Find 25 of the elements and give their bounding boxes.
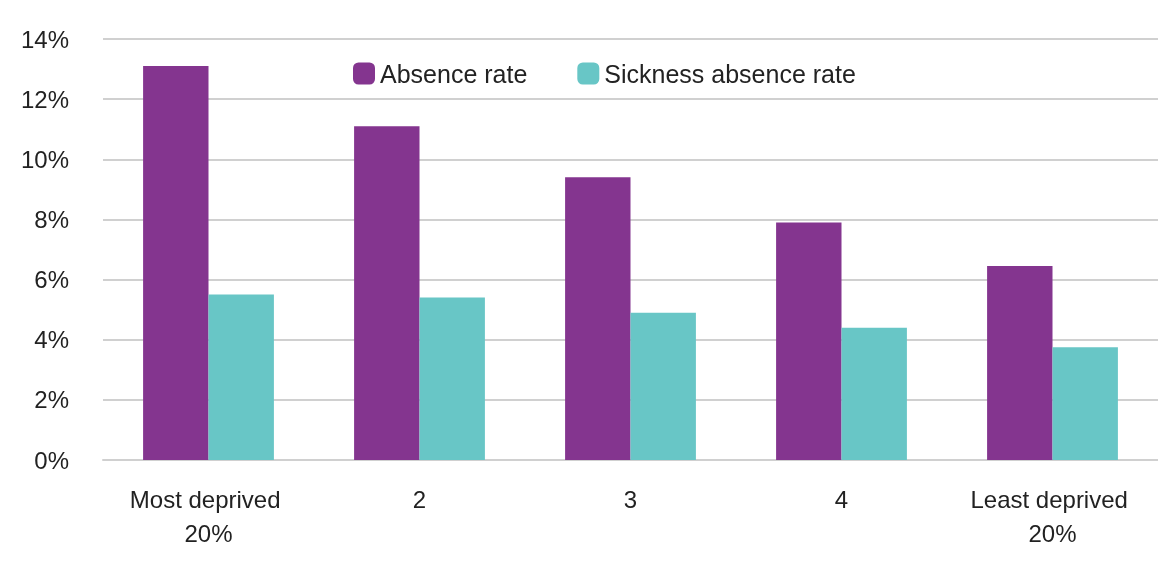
y-tick-label: 2% [34, 386, 69, 414]
x-tick-label: 4 [834, 485, 849, 513]
bar [841, 327, 907, 460]
x-tick-label: 3 [623, 485, 638, 513]
bar [987, 266, 1053, 460]
y-tick-label: 0% [34, 446, 69, 474]
bar [1052, 347, 1118, 460]
legend-label: Absence rate [380, 59, 528, 88]
y-tick-label: 8% [34, 205, 69, 233]
y-tick-label: 10% [20, 145, 69, 173]
y-tick-label: 6% [34, 266, 69, 294]
x-tick-label: Least deprived 20% [970, 485, 1135, 547]
bar [419, 297, 485, 460]
bar [143, 66, 209, 460]
y-tick-label: 14% [20, 25, 69, 53]
x-tick-label: Most deprived 20% [129, 485, 288, 547]
legend-label: Sickness absence rate [604, 59, 856, 88]
x-tick-label: 2 [412, 485, 427, 513]
bar [630, 312, 696, 460]
bar [565, 177, 631, 460]
bar [354, 126, 420, 460]
y-tick-label: 4% [34, 326, 69, 354]
y-tick-label: 12% [20, 85, 69, 113]
bar [208, 294, 274, 460]
bar [776, 222, 842, 460]
